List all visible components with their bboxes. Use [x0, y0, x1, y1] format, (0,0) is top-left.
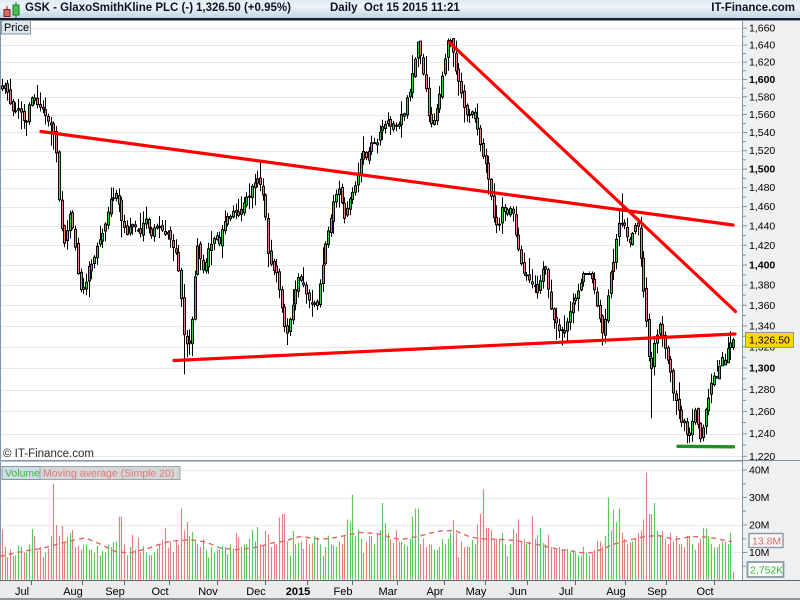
svg-text:1,440: 1,440 [749, 220, 775, 232]
svg-text:Feb: Feb [334, 586, 353, 598]
svg-text:1,326.50: 1,326.50 [749, 334, 790, 346]
svg-text:1,540: 1,540 [749, 127, 775, 139]
svg-text:1,480: 1,480 [749, 182, 775, 194]
svg-text:2,752K: 2,752K [750, 565, 783, 577]
svg-text:Moving average (Simple 20): Moving average (Simple 20) [43, 468, 174, 480]
svg-text:Dec: Dec [246, 586, 266, 598]
svg-text:1,400: 1,400 [749, 260, 775, 272]
svg-text:Sep: Sep [105, 586, 125, 598]
svg-text:1,300: 1,300 [749, 363, 775, 375]
svg-text:2015: 2015 [286, 586, 310, 598]
svg-text:Price: Price [4, 22, 29, 34]
svg-text:Jun: Jun [509, 586, 527, 598]
svg-text:Mar: Mar [379, 586, 398, 598]
svg-text:1,340: 1,340 [749, 320, 775, 332]
svg-text:13.8M: 13.8M [752, 536, 781, 548]
svg-text:1,660: 1,660 [749, 23, 775, 35]
svg-text:1,380: 1,380 [749, 280, 775, 292]
svg-text:1,460: 1,460 [749, 201, 775, 213]
svg-text:Oct: Oct [151, 586, 168, 598]
svg-text:1,580: 1,580 [749, 91, 775, 103]
svg-text:1,280: 1,280 [749, 384, 775, 396]
svg-text:1,220: 1,220 [749, 451, 775, 463]
svg-text:1,620: 1,620 [749, 57, 775, 69]
svg-text:1,360: 1,360 [749, 300, 775, 312]
svg-text:Nov: Nov [198, 586, 218, 598]
svg-text:30M: 30M [749, 492, 769, 504]
svg-text:1,560: 1,560 [749, 109, 775, 121]
svg-text:Jul: Jul [559, 586, 573, 598]
svg-text:1,600: 1,600 [749, 74, 775, 86]
svg-text:40M: 40M [749, 465, 769, 477]
svg-text:Aug: Aug [606, 586, 626, 598]
svg-text:Apr: Apr [426, 586, 443, 598]
svg-text:Aug: Aug [63, 586, 83, 598]
svg-text:Jul: Jul [15, 586, 29, 598]
svg-text:1,240: 1,240 [749, 428, 775, 440]
svg-text:10M: 10M [749, 547, 769, 559]
svg-text:1,260: 1,260 [749, 406, 775, 418]
svg-text:May: May [466, 586, 487, 598]
svg-text:1,500: 1,500 [749, 164, 775, 176]
svg-text:Sep: Sep [647, 586, 667, 598]
svg-text:© IT-Finance.com: © IT-Finance.com [3, 448, 94, 460]
svg-text:Oct: Oct [696, 586, 713, 598]
svg-text:1,520: 1,520 [749, 145, 775, 157]
svg-text:1,640: 1,640 [749, 40, 775, 52]
svg-text:1,420: 1,420 [749, 240, 775, 252]
svg-text:20M: 20M [749, 520, 769, 532]
svg-text:Volume: Volume [5, 468, 40, 480]
